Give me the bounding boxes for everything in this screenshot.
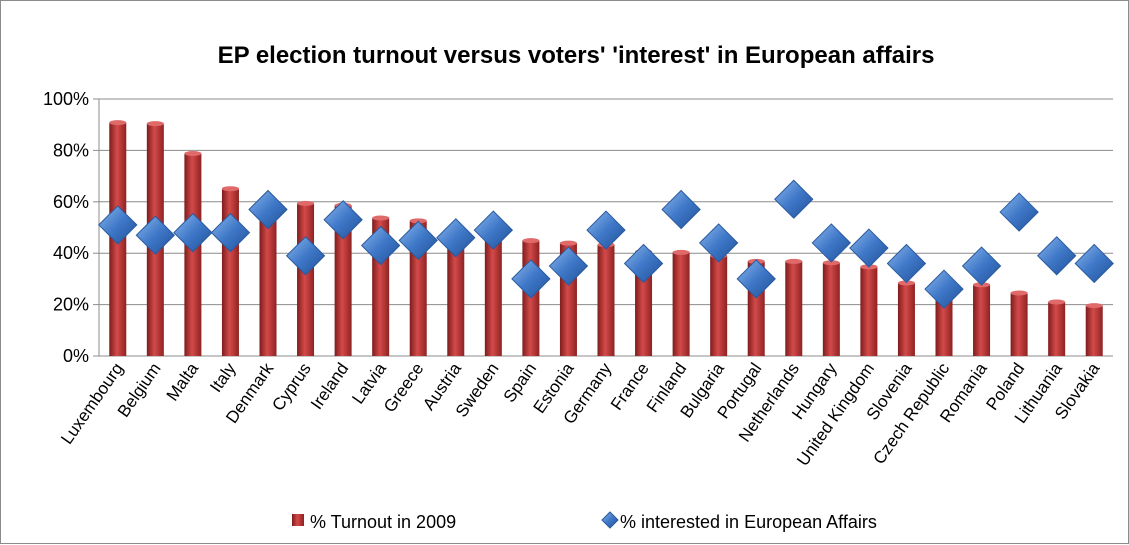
interest-marker bbox=[661, 189, 701, 230]
interest-marker bbox=[398, 220, 438, 261]
turnout-bar-cap bbox=[372, 215, 390, 221]
turnout-bar-cap bbox=[146, 121, 164, 127]
turnout-bar bbox=[259, 203, 277, 356]
interest-marker bbox=[360, 225, 401, 266]
marker-layer bbox=[98, 179, 1114, 309]
interest-marker bbox=[999, 192, 1039, 232]
interest-marker bbox=[511, 259, 551, 299]
legend: % Turnout in 2009 % interested in Europe… bbox=[292, 511, 877, 532]
interest-marker bbox=[698, 223, 739, 263]
turnout-bar bbox=[297, 203, 315, 356]
turnout-bar-cap bbox=[184, 150, 202, 156]
turnout-bar bbox=[822, 262, 840, 356]
y-tick-label: 40% bbox=[53, 243, 89, 263]
interest-marker bbox=[849, 228, 889, 268]
legend-label-turnout: % Turnout in 2009 bbox=[310, 512, 456, 532]
turnout-bar bbox=[973, 284, 991, 356]
turnout-bar bbox=[334, 205, 352, 356]
turnout-bar-cap bbox=[109, 120, 127, 126]
x-category-label: Greece bbox=[380, 359, 428, 416]
turnout-bar bbox=[710, 255, 728, 356]
interest-marker bbox=[736, 259, 776, 299]
interest-marker bbox=[323, 200, 363, 240]
interest-marker bbox=[436, 218, 476, 258]
interest-marker bbox=[285, 236, 326, 276]
interest-marker bbox=[623, 243, 664, 284]
turnout-bar-cap bbox=[522, 238, 540, 244]
interest-marker bbox=[886, 243, 927, 284]
y-tick-label: 0% bbox=[63, 346, 89, 366]
turnout-bar bbox=[785, 261, 803, 356]
turnout-bar bbox=[597, 244, 615, 356]
chart-title: EP election turnout versus voters' 'inte… bbox=[218, 42, 935, 69]
interest-marker bbox=[1074, 243, 1114, 284]
y-tick-label: 100% bbox=[43, 89, 89, 109]
turnout-bar bbox=[672, 252, 690, 356]
interest-marker bbox=[473, 210, 514, 250]
y-axis-ticks: 0% 20% 40% 60% 80% 100% bbox=[43, 89, 89, 366]
interest-marker bbox=[586, 210, 626, 250]
interest-marker bbox=[924, 269, 964, 309]
y-tick-label: 80% bbox=[53, 140, 89, 160]
x-category-label: Malta bbox=[163, 359, 203, 404]
interest-marker bbox=[248, 189, 288, 230]
legend-swatch-interest bbox=[601, 511, 619, 529]
turnout-bar-cap bbox=[822, 260, 840, 266]
turnout-bar bbox=[1048, 302, 1066, 356]
turnout-bar bbox=[447, 237, 465, 356]
x-category-label: Luxembourg bbox=[57, 359, 127, 447]
turnout-bar bbox=[1010, 293, 1028, 356]
turnout-bar bbox=[184, 153, 202, 356]
turnout-bar-cap bbox=[297, 200, 315, 206]
turnout-bar-cap bbox=[221, 186, 239, 192]
legend-label-interest: % interested in European Affairs bbox=[620, 512, 877, 532]
interest-marker bbox=[210, 212, 251, 253]
turnout-bar-cap bbox=[559, 240, 577, 246]
y-tick-label: 20% bbox=[53, 295, 89, 315]
x-category-label: Italy bbox=[206, 359, 240, 396]
turnout-bar bbox=[860, 266, 878, 356]
interest-marker bbox=[173, 212, 213, 253]
turnout-bar-cap bbox=[785, 258, 803, 264]
y-tick-label: 60% bbox=[53, 192, 89, 212]
interest-marker bbox=[548, 246, 589, 286]
x-category-label: Ireland bbox=[307, 359, 352, 412]
turnout-bar-cap bbox=[672, 249, 690, 255]
interest-marker bbox=[774, 179, 814, 219]
turnout-bar bbox=[897, 283, 915, 356]
interest-marker bbox=[135, 215, 176, 255]
interest-marker bbox=[811, 223, 852, 263]
turnout-bar-cap bbox=[1085, 303, 1103, 309]
turnout-bar-cap bbox=[1048, 299, 1066, 305]
legend-swatch-turnout bbox=[292, 514, 304, 526]
interest-marker bbox=[961, 246, 1002, 286]
turnout-bar bbox=[1085, 305, 1103, 356]
interest-marker bbox=[98, 205, 138, 245]
turnout-bar bbox=[484, 239, 502, 356]
interest-marker bbox=[1036, 236, 1077, 276]
turnout-bar-cap bbox=[1010, 290, 1028, 296]
x-category-label: Cyprus bbox=[268, 359, 314, 414]
